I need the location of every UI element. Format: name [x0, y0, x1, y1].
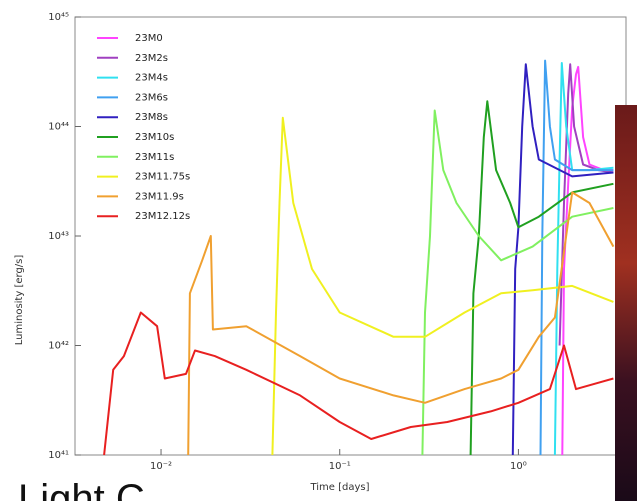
series-line [469, 100, 614, 456]
legend-label: 23M8s [135, 112, 168, 123]
x-tick-label: 10⁻¹ [329, 461, 351, 472]
x-axis-label: Time [days] [309, 482, 369, 493]
legend-label: 23M2s [135, 53, 168, 64]
legend-label: 23M12.12s [135, 211, 190, 222]
series-line [187, 191, 615, 456]
legend-label: 23M6s [135, 92, 168, 103]
y-tick-label: 10⁴² [48, 341, 69, 352]
y-tick-label: 10⁴⁵ [48, 12, 69, 23]
legend-label: 23M0 [135, 33, 163, 44]
overlay-text: Light C [18, 477, 145, 501]
x-tick-label: 10⁻² [150, 461, 172, 472]
y-axis-label: Luminosity [erg/s] [14, 255, 25, 346]
series-line [421, 109, 614, 456]
series-line [271, 116, 614, 456]
legend-label: 23M11.9s [135, 191, 184, 202]
series-line [539, 59, 614, 456]
overlay-image [615, 105, 637, 501]
legend-label: 23M11.75s [135, 172, 190, 183]
x-tick-label: 10⁰ [510, 461, 527, 472]
legend-label: 23M4s [135, 73, 168, 84]
series-line [103, 311, 614, 456]
y-tick-label: 10⁴³ [48, 231, 69, 242]
legend-label: 23M11s [135, 152, 174, 163]
series-line [561, 65, 614, 456]
legend-label: 23M10s [135, 132, 174, 143]
series-line [511, 63, 614, 456]
y-tick-label: 10⁴⁴ [48, 122, 69, 133]
y-tick-label: 10⁴¹ [48, 450, 69, 461]
